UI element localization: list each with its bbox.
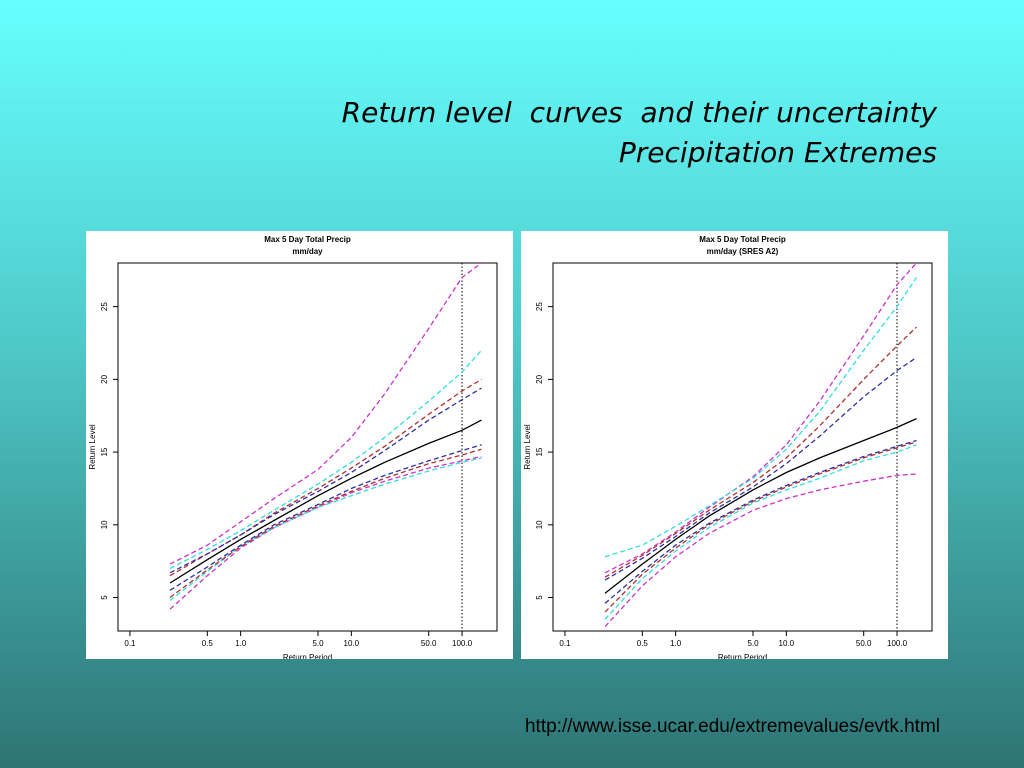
- series-line: [604, 277, 918, 558]
- series-line: [604, 473, 917, 628]
- x-tick-label: 50.0: [421, 639, 437, 648]
- series-line: [604, 441, 917, 613]
- y-tick-label: 5: [100, 595, 109, 600]
- series-line: [604, 418, 917, 594]
- x-tick-label: 100.0: [452, 639, 473, 648]
- x-tick-label: 10.0: [779, 639, 795, 648]
- chart-subtitle: mm/day: [292, 247, 323, 256]
- y-axis-label: Return Level: [88, 424, 97, 470]
- source-url: http://www.isse.ucar.edu/extremevalues/e…: [524, 716, 940, 737]
- x-tick-label: 1.0: [670, 639, 682, 648]
- plot-frame: [552, 262, 933, 632]
- chart-subtitle: mm/day (SRES A2): [707, 247, 779, 256]
- series-line: [169, 349, 482, 570]
- x-tick-label: 5.0: [312, 639, 324, 648]
- x-tick-label: 100.0: [887, 639, 908, 648]
- series-line: [604, 444, 917, 620]
- series-line: [169, 387, 482, 574]
- x-tick-label: 0.5: [637, 639, 649, 648]
- y-tick-label: 25: [535, 302, 544, 311]
- plot-frame: [117, 262, 498, 632]
- x-tick-label: 0.5: [202, 639, 214, 648]
- series-line: [604, 439, 917, 604]
- y-tick-label: 15: [535, 447, 544, 456]
- y-axis-label: Return Level: [523, 424, 532, 470]
- y-tick-label: 15: [100, 447, 109, 456]
- y-tick-label: 10: [100, 520, 109, 529]
- slide-title: Return level curves and their uncertaint…: [341, 96, 937, 129]
- series-line: [169, 263, 482, 565]
- x-tick-label: 0.1: [559, 639, 571, 648]
- chart: Max 5 Day Total Precip mm/day (SRES A2) 0.…: [521, 231, 948, 659]
- series-line: [169, 419, 482, 584]
- y-tick-label: 5: [535, 595, 544, 600]
- series-line: [169, 378, 482, 577]
- series-line: [604, 326, 917, 578]
- series-line: [169, 455, 482, 610]
- series-line: [604, 263, 917, 574]
- x-tick-label: 50.0: [856, 639, 872, 648]
- series-line: [604, 356, 917, 581]
- x-tick-label: 10.0: [344, 639, 360, 648]
- x-tick-label: 5.0: [747, 639, 759, 648]
- slide-title: Precipitation Extremes: [618, 136, 937, 169]
- chart-title: Max 5 Day Total Precip: [699, 235, 786, 244]
- chart: Max 5 Day Total Precip mm/day 0.1 0.5 1.0 5.0…: [86, 231, 513, 659]
- series-line: [169, 448, 482, 599]
- y-tick-label: 20: [100, 374, 109, 383]
- x-axis-label: Return Period: [283, 653, 332, 659]
- x-tick-label: 1.0: [235, 639, 247, 648]
- x-axis-label: Return Period: [718, 653, 767, 659]
- chart-title: Max 5 Day Total Precip: [264, 235, 351, 244]
- series-line: [169, 444, 482, 591]
- y-tick-label: 10: [535, 520, 544, 529]
- y-tick-label: 20: [535, 374, 544, 383]
- y-tick-label: 25: [100, 302, 109, 311]
- x-tick-label: 0.1: [124, 639, 136, 648]
